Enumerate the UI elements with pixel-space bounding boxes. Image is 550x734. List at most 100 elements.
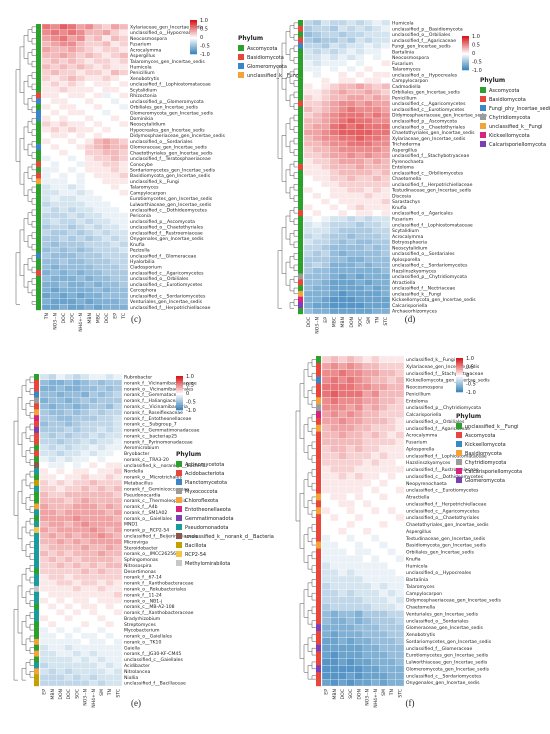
heatmap-cell	[93, 126, 103, 133]
phylum-annotation-cell	[298, 204, 303, 211]
heatmap-cell	[105, 632, 114, 640]
heatmap-cell	[379, 404, 388, 412]
heatmap-cell	[93, 201, 103, 208]
heatmap-cell	[346, 261, 356, 269]
row-label: unclassified_f__Stachybotryaceae	[406, 371, 483, 377]
heatmap-cell	[72, 597, 82, 604]
heatmap-cell	[355, 187, 365, 194]
heatmap-cell	[338, 390, 347, 398]
heatmap-cell	[354, 376, 364, 384]
heatmap-cell	[102, 81, 111, 88]
colorbar-segment	[456, 386, 463, 389]
heatmap-cell	[330, 679, 339, 687]
row-label: Sarastachys	[392, 199, 421, 205]
heatmap-cell	[355, 106, 365, 113]
heatmap-cell	[303, 198, 313, 205]
heatmap-panel-2: Rubrobacternorank_f__Vicinamibacteraceae…	[13, 373, 274, 708]
heatmap-cell	[80, 550, 90, 557]
heatmap-cell	[50, 132, 60, 139]
heatmap-cell	[338, 296, 348, 303]
heatmap-cell	[381, 256, 391, 263]
heatmap-cell	[59, 235, 68, 242]
heatmap-cell	[372, 198, 382, 205]
heatmap-cell	[338, 140, 348, 147]
heatmap-cell	[102, 115, 111, 122]
heatmap-cell	[84, 258, 94, 265]
dendrogram-branch	[299, 493, 304, 549]
phylum-annotation-cell	[36, 69, 41, 76]
heatmap-cell	[89, 444, 98, 451]
heatmap-cell	[372, 135, 382, 142]
legend-label: Chloroflexota	[185, 498, 218, 504]
legend-label: Glomeromycota	[247, 64, 287, 70]
heatmap-cell	[379, 383, 388, 391]
column-label: SM	[381, 689, 387, 696]
heatmap-cell	[93, 23, 103, 30]
heatmap-cell	[379, 630, 388, 638]
phylum-annotation-cell	[36, 64, 41, 70]
heatmap-cell	[371, 548, 380, 556]
colorbar-segment	[176, 391, 183, 394]
dendrogram-branch	[29, 588, 34, 596]
heatmap-cell	[48, 550, 57, 557]
heatmap-cell	[93, 246, 103, 253]
heatmap-cell	[48, 538, 57, 545]
dendrogram-branch	[31, 232, 36, 239]
colorbar-segment	[176, 398, 183, 401]
heatmap-cell	[362, 679, 372, 687]
heatmap-cell	[80, 479, 90, 486]
heatmap-cell	[338, 362, 347, 370]
phylum-annotation-cell	[316, 459, 321, 467]
dendrogram-branch	[31, 106, 36, 113]
heatmap-cell	[56, 503, 65, 510]
heatmap-cell	[41, 58, 51, 65]
dendrogram-branch	[31, 26, 36, 33]
dendrogram-branch	[289, 163, 294, 176]
heatmap-cell	[346, 140, 356, 147]
heatmap-cell	[64, 438, 73, 445]
heatmap-cell	[97, 679, 106, 687]
heatmap-cell	[64, 650, 73, 657]
row-label: Eurotiomycetes_gen_Incertae_sedis	[406, 653, 489, 659]
dendrogram-branch	[293, 103, 298, 110]
heatmap-cell	[329, 48, 339, 55]
heatmap-cell	[338, 424, 347, 432]
heatmap-cell	[64, 638, 73, 645]
phylum-annotation-cell	[298, 146, 303, 153]
row-label: norank_o__TK10	[124, 639, 161, 645]
heatmap-cell	[67, 235, 77, 242]
dendrogram-branch	[19, 229, 24, 276]
heatmap-cell	[80, 532, 90, 539]
heatmap-cell	[97, 391, 106, 398]
heatmap-cell	[113, 615, 123, 622]
phylum-annotation-cell	[298, 83, 303, 90]
row-label: Pyrenochaeta	[392, 159, 424, 165]
colorbar: 1.00.50-0.5-1.0	[462, 34, 482, 74]
heatmap-cell	[338, 514, 347, 522]
heatmap-cell	[48, 456, 57, 463]
legend-label: Pseudomonadota	[185, 525, 228, 531]
heatmap-cell	[113, 591, 123, 598]
dendrogram-branch	[29, 671, 34, 678]
row-label: Talaromyces	[405, 584, 435, 590]
row-label: Trichoderma	[391, 142, 421, 148]
heatmap-cell	[329, 65, 339, 73]
heatmap-cell	[59, 69, 68, 76]
heatmap-cell	[80, 450, 90, 457]
row-label: Rubrobacter	[124, 375, 152, 381]
heatmap-cell	[89, 574, 98, 581]
heatmap-cell	[67, 143, 77, 150]
heatmap-cell	[64, 403, 73, 410]
heatmap-cell	[355, 227, 365, 234]
heatmap-cell	[80, 438, 90, 445]
legend-swatch	[238, 72, 244, 78]
heatmap-cell	[312, 129, 322, 136]
heatmap-cell	[89, 615, 98, 622]
colorbar-segment	[176, 387, 183, 390]
heatmap-cell	[39, 662, 49, 669]
heatmap-cell	[105, 568, 114, 575]
row-label: Scytalidium	[130, 87, 157, 93]
heatmap-cell	[64, 468, 73, 475]
colorbar-segment	[456, 388, 463, 391]
dendrogram-branch	[289, 233, 294, 246]
